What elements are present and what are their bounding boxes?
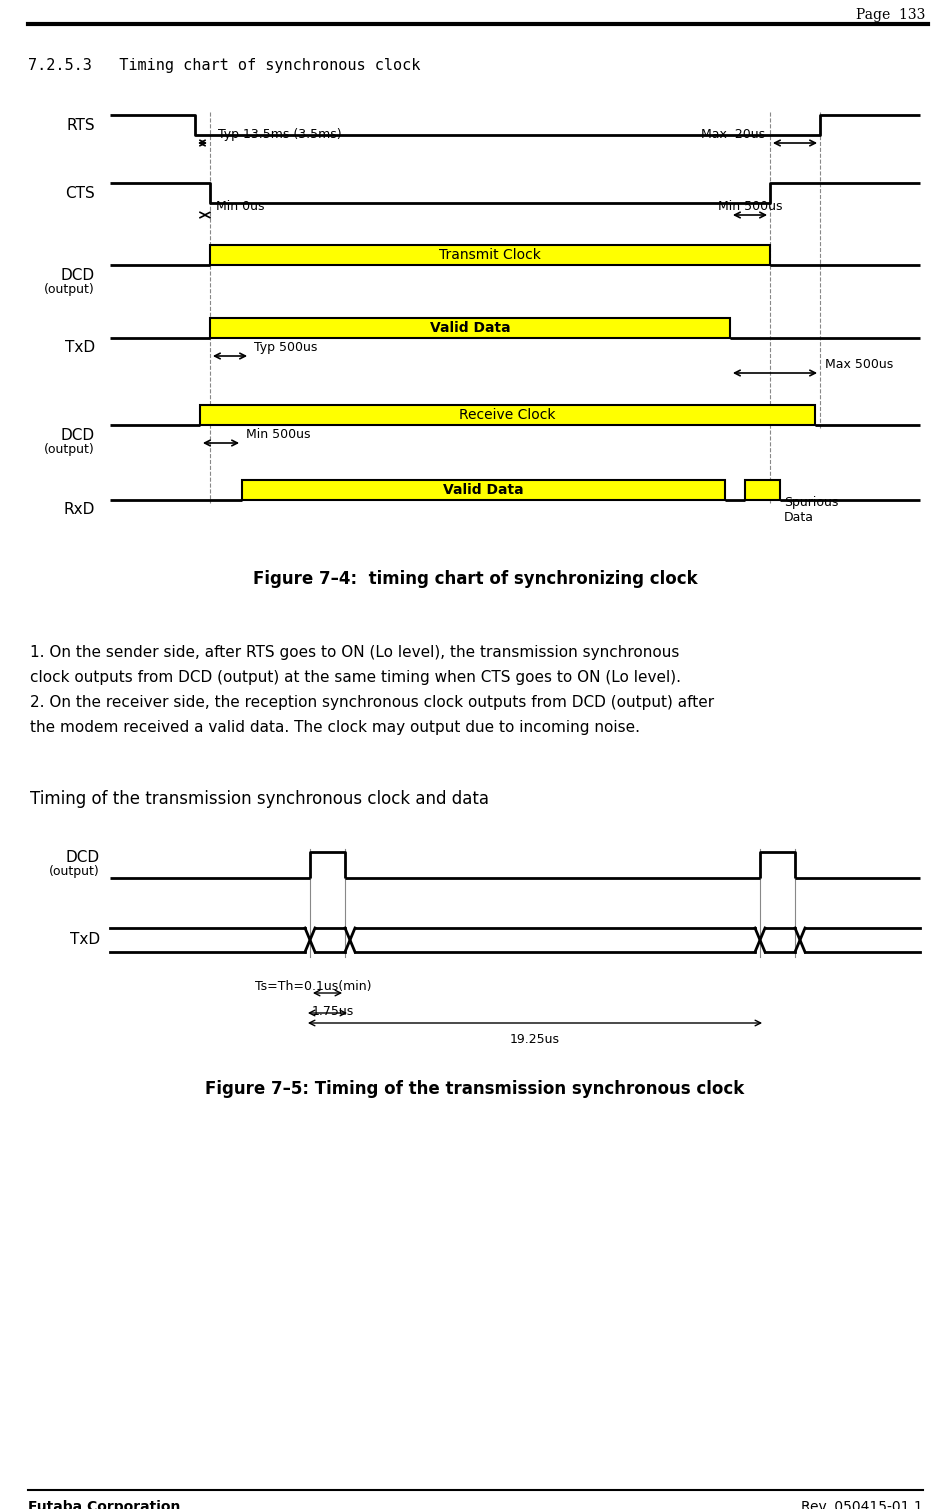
- Bar: [200, 404, 815, 426]
- Text: (output): (output): [45, 442, 95, 456]
- Text: CTS: CTS: [66, 186, 95, 201]
- Text: Max 500us: Max 500us: [825, 358, 893, 371]
- Text: Transmit Clock: Transmit Clock: [439, 247, 541, 263]
- Text: Receive Clock: Receive Clock: [459, 407, 555, 423]
- Text: RTS: RTS: [67, 118, 95, 133]
- Text: Ts=Th=0.1us(min): Ts=Th=0.1us(min): [255, 979, 372, 993]
- Text: Timing of the transmission synchronous clock and data: Timing of the transmission synchronous c…: [30, 791, 489, 807]
- Text: (output): (output): [45, 282, 95, 296]
- Text: Figure 7–5: Timing of the transmission synchronous clock: Figure 7–5: Timing of the transmission s…: [205, 1080, 745, 1099]
- Bar: [210, 318, 730, 338]
- Text: Valid Data: Valid Data: [443, 483, 524, 496]
- Text: DCD: DCD: [61, 427, 95, 442]
- Text: DCD: DCD: [61, 267, 95, 282]
- Text: Rev. 050415-01.1: Rev. 050415-01.1: [802, 1500, 923, 1509]
- Text: Page  133: Page 133: [856, 8, 925, 23]
- Text: 7.2.5.3   Timing chart of synchronous clock: 7.2.5.3 Timing chart of synchronous cloc…: [28, 57, 420, 72]
- Text: Typ 13.5ms (3.5ms): Typ 13.5ms (3.5ms): [218, 128, 341, 140]
- Text: DCD: DCD: [66, 850, 100, 865]
- Bar: [242, 480, 725, 499]
- Text: 19.25us: 19.25us: [510, 1034, 560, 1046]
- Text: Min 0us: Min 0us: [216, 201, 264, 213]
- Text: 1.75us: 1.75us: [312, 1005, 355, 1019]
- Text: (output): (output): [49, 865, 100, 878]
- Text: 2. On the receiver side, the reception synchronous clock outputs from DCD (outpu: 2. On the receiver side, the reception s…: [30, 696, 714, 711]
- Text: Futaba Corporation: Futaba Corporation: [28, 1500, 181, 1509]
- Text: RxD: RxD: [64, 502, 95, 518]
- Text: the modem received a valid data. The clock may output due to incoming noise.: the modem received a valid data. The clo…: [30, 720, 640, 735]
- Text: TxD: TxD: [65, 341, 95, 356]
- Text: TxD: TxD: [69, 933, 100, 948]
- Text: 1. On the sender side, after RTS goes to ON (Lo level), the transmission synchro: 1. On the sender side, after RTS goes to…: [30, 644, 679, 659]
- Bar: [210, 244, 770, 266]
- Bar: [745, 480, 780, 499]
- Text: Valid Data: Valid Data: [430, 321, 511, 335]
- Text: Min 500us: Min 500us: [246, 429, 310, 441]
- Text: Typ 500us: Typ 500us: [254, 341, 318, 355]
- Text: Max  20us: Max 20us: [701, 128, 765, 140]
- Text: clock outputs from DCD (output) at the same timing when CTS goes to ON (Lo level: clock outputs from DCD (output) at the s…: [30, 670, 681, 685]
- Text: Min 500us: Min 500us: [718, 201, 783, 213]
- Text: Spurious
Data: Spurious Data: [784, 496, 839, 524]
- Text: Figure 7–4:  timing chart of synchronizing clock: Figure 7–4: timing chart of synchronizin…: [253, 570, 697, 589]
